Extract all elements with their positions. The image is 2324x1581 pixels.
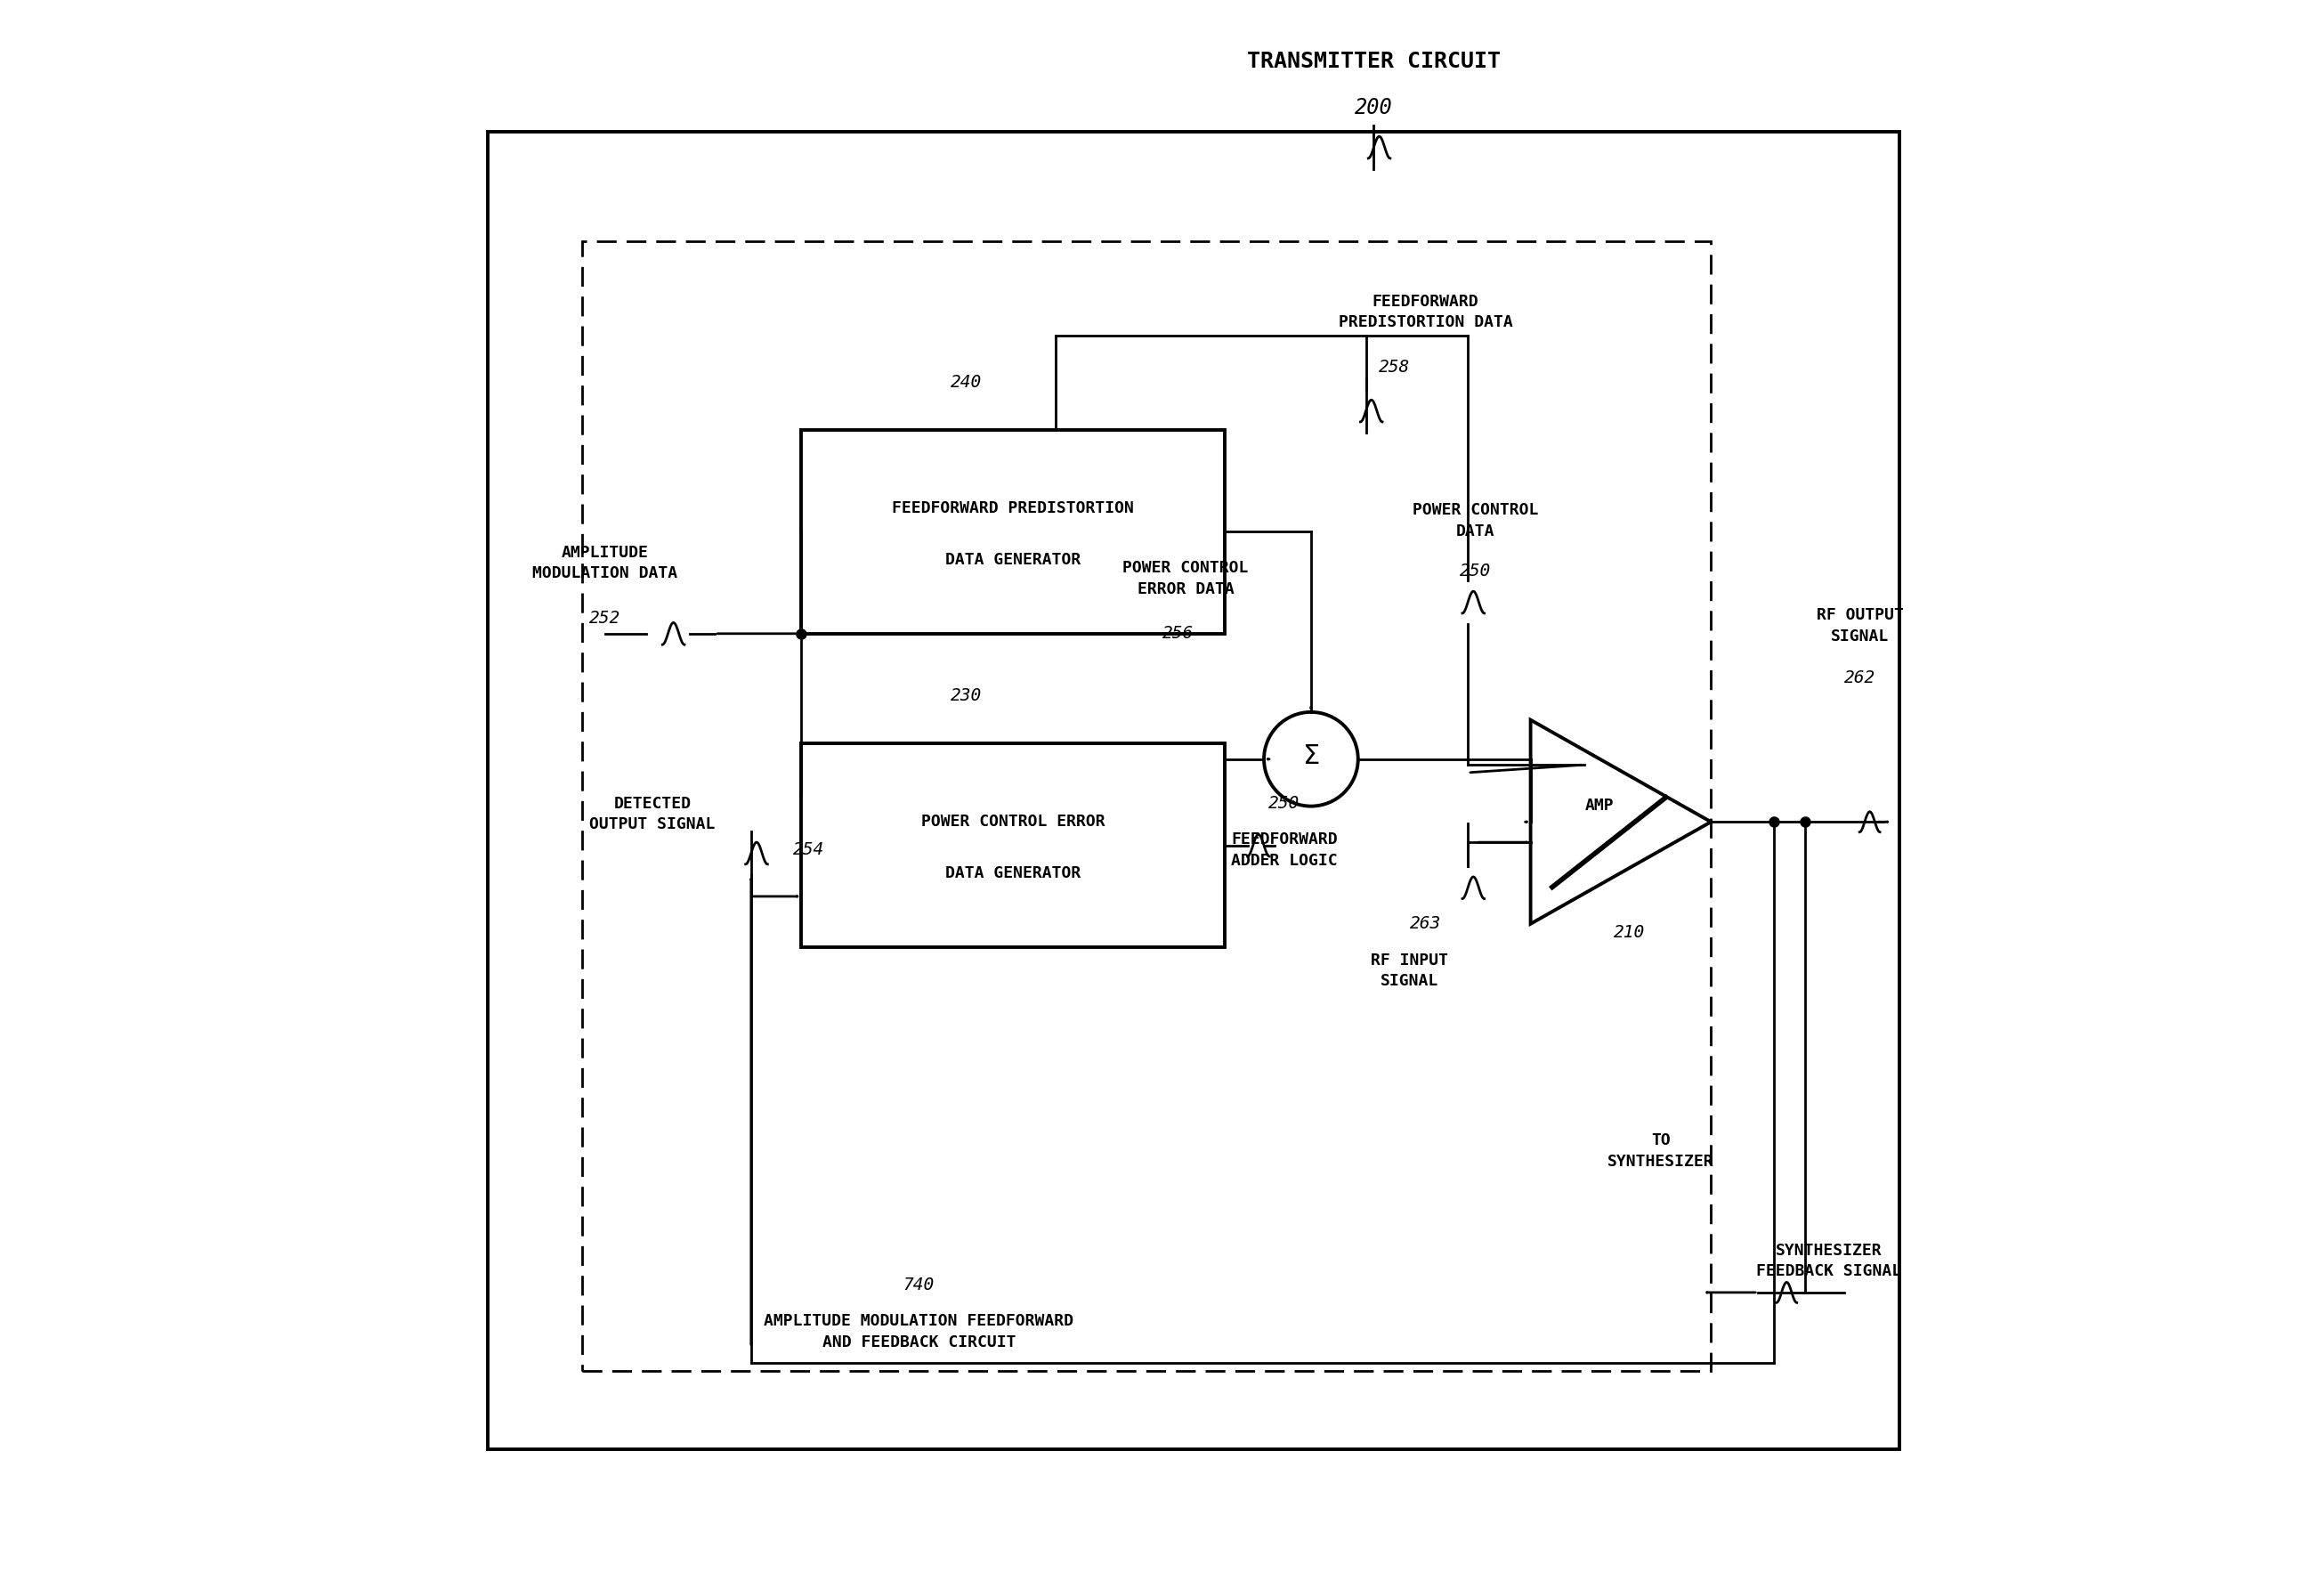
Text: TRANSMITTER CIRCUIT: TRANSMITTER CIRCUIT (1248, 51, 1501, 71)
Bar (488, 131, 1899, 1450)
Text: DATA GENERATOR: DATA GENERATOR (946, 552, 1081, 568)
Text: 252: 252 (590, 610, 621, 626)
Text: 256: 256 (1162, 624, 1192, 642)
Text: 210: 210 (1615, 923, 1645, 941)
Bar (802, 743, 1225, 947)
Text: POWER CONTROL ERROR: POWER CONTROL ERROR (920, 814, 1104, 830)
Text: 200: 200 (1355, 98, 1392, 119)
Text: 740: 740 (904, 1276, 934, 1293)
Text: 250: 250 (1459, 563, 1492, 579)
Text: 254: 254 (792, 841, 825, 858)
Bar (802, 430, 1225, 634)
Text: 250: 250 (1269, 795, 1299, 811)
Text: 262: 262 (1845, 669, 1875, 686)
Text: RF INPUT
SIGNAL: RF INPUT SIGNAL (1371, 952, 1448, 990)
Text: AMP: AMP (1585, 797, 1613, 814)
Text: FEEDFORWARD
ADDER LOGIC: FEEDFORWARD ADDER LOGIC (1232, 832, 1339, 868)
Text: 240: 240 (951, 373, 981, 391)
Text: TO
SYNTHESIZER: TO SYNTHESIZER (1608, 1132, 1715, 1170)
Bar (581, 242, 1710, 1371)
Text: $\Sigma$: $\Sigma$ (1301, 743, 1320, 768)
Text: DATA GENERATOR: DATA GENERATOR (946, 866, 1081, 882)
Text: DETECTED
OUTPUT SIGNAL: DETECTED OUTPUT SIGNAL (590, 795, 716, 833)
Text: 230: 230 (951, 688, 981, 704)
Text: AMPLITUDE MODULATION FEEDFORWARD
AND FEEDBACK CIRCUIT: AMPLITUDE MODULATION FEEDFORWARD AND FEE… (765, 1314, 1074, 1350)
Text: RF OUTPUT
SIGNAL: RF OUTPUT SIGNAL (1817, 607, 1903, 645)
Text: 263: 263 (1411, 915, 1441, 933)
Text: SYNTHESIZER
FEEDBACK SIGNAL: SYNTHESIZER FEEDBACK SIGNAL (1757, 1243, 1901, 1279)
Text: POWER CONTROL
DATA: POWER CONTROL DATA (1413, 503, 1538, 539)
Text: 258: 258 (1378, 359, 1411, 375)
Text: AMPLITUDE
MODULATION DATA: AMPLITUDE MODULATION DATA (532, 544, 679, 582)
Text: FEEDFORWARD PREDISTORTION: FEEDFORWARD PREDISTORTION (892, 500, 1134, 515)
Text: POWER CONTROL
ERROR DATA: POWER CONTROL ERROR DATA (1122, 560, 1248, 598)
Text: FEEDFORWARD
PREDISTORTION DATA: FEEDFORWARD PREDISTORTION DATA (1339, 294, 1513, 330)
